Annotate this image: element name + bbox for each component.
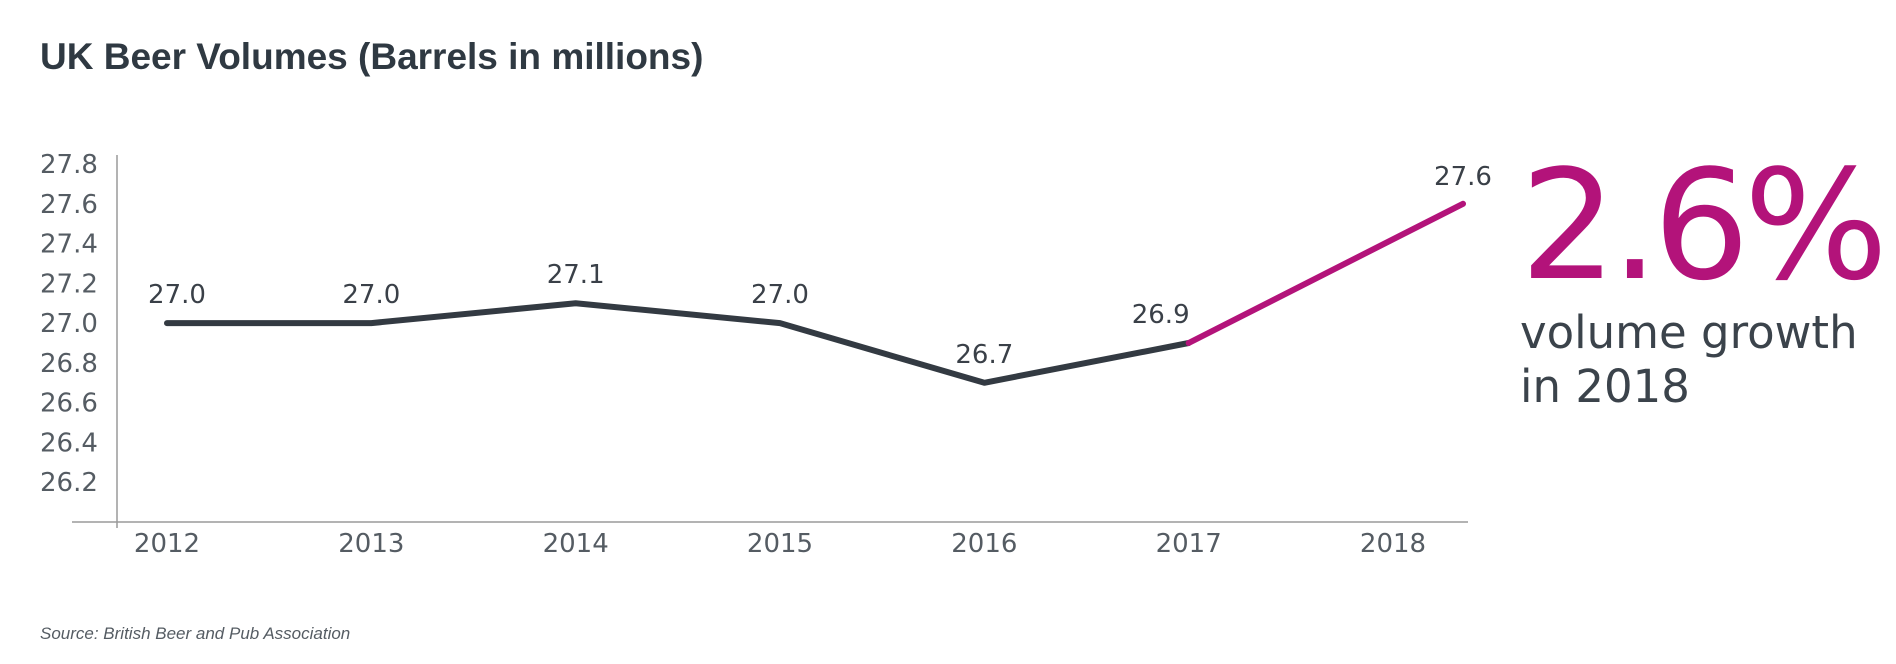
y-tick-label: 26.2 bbox=[40, 468, 98, 498]
data-label: 26.9 bbox=[1132, 300, 1190, 330]
x-tick-label: 2014 bbox=[543, 529, 609, 559]
y-tick-label: 27.0 bbox=[40, 309, 98, 339]
line-chart: 26.2 26.4 26.6 26.8 27.0 27.2 27.4 27.6 27.8 2012… bbox=[40, 150, 1492, 559]
data-label: 27.6 bbox=[1434, 162, 1492, 192]
data-label: 27.0 bbox=[751, 280, 809, 310]
growth-caption-line-1: volume growth bbox=[1520, 306, 1858, 359]
highlight-segment bbox=[1185, 200, 1466, 346]
highlight-callout: 2.6% volume growth in 2018 bbox=[1520, 137, 1888, 414]
y-tick-label: 27.6 bbox=[40, 190, 98, 220]
data-label: 27.0 bbox=[148, 280, 206, 310]
series-line bbox=[164, 300, 1192, 386]
x-tick-label: 2013 bbox=[338, 529, 404, 559]
data-label: 27.1 bbox=[547, 260, 605, 290]
x-tick-label: 2016 bbox=[951, 529, 1017, 559]
y-tick-label: 26.4 bbox=[40, 428, 98, 458]
chart-title: UK Beer Volumes (Barrels in millions) bbox=[40, 36, 704, 77]
y-tick-label: 27.2 bbox=[40, 269, 98, 299]
x-tick-label: 2017 bbox=[1156, 529, 1222, 559]
y-tick-label: 26.6 bbox=[40, 389, 98, 419]
source-note: Source: British Beer and Pub Association bbox=[40, 624, 351, 643]
growth-value: 2.6% bbox=[1520, 137, 1888, 314]
growth-caption-line-2: in 2018 bbox=[1520, 360, 1690, 413]
x-tick-label: 2015 bbox=[747, 529, 813, 559]
y-tick-label: 27.4 bbox=[40, 230, 98, 260]
x-tick-label: 2018 bbox=[1360, 529, 1426, 559]
data-label: 26.7 bbox=[955, 340, 1013, 370]
y-tick-label: 27.8 bbox=[40, 150, 98, 180]
data-label: 27.0 bbox=[342, 280, 400, 310]
x-tick-label: 2012 bbox=[134, 529, 200, 559]
y-tick-label: 26.8 bbox=[40, 349, 98, 379]
